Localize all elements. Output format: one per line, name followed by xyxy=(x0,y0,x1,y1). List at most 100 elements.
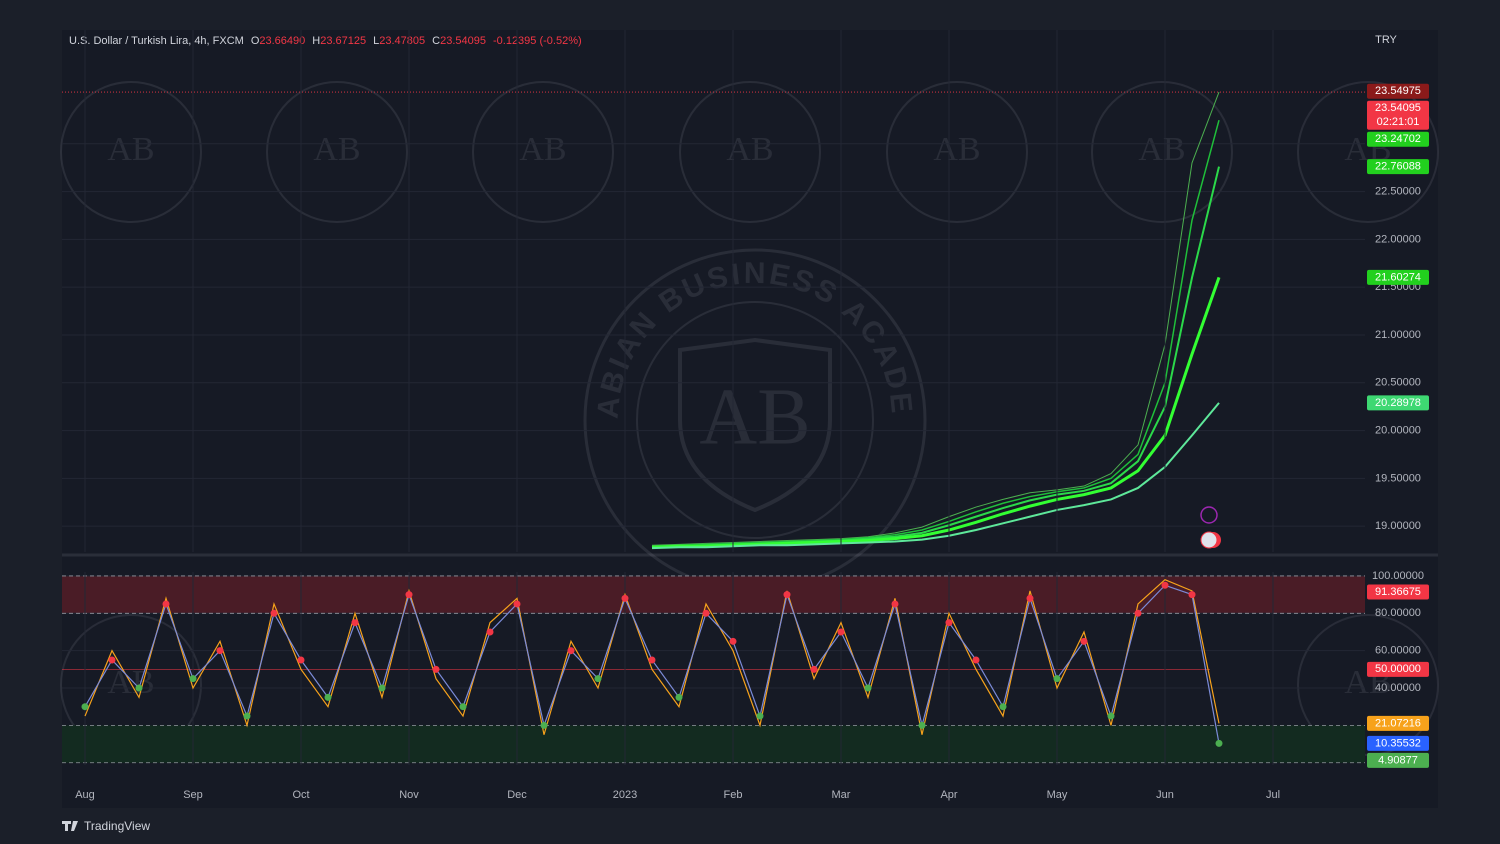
flag-icon[interactable] xyxy=(1200,531,1218,549)
axis-label: 22.76088 xyxy=(1375,161,1421,173)
symbol-header: U.S. Dollar / Turkish Lira, 4h, FXCM O23.… xyxy=(69,35,582,47)
axis-label-box xyxy=(1367,661,1429,677)
point-marker xyxy=(810,665,818,673)
axis-label-box xyxy=(1367,584,1429,600)
point-marker xyxy=(756,712,764,720)
point-marker xyxy=(540,721,548,729)
y-tick-label: 21.00000 xyxy=(1375,329,1421,341)
point-marker xyxy=(864,684,872,692)
axis-label-box xyxy=(1367,715,1429,731)
axis-label-box xyxy=(1367,735,1429,751)
watermark-ring xyxy=(636,301,874,539)
point-marker xyxy=(486,628,494,636)
change: -0.12395 (-0.52%) xyxy=(493,35,582,47)
point-marker xyxy=(135,684,143,692)
zone-band xyxy=(62,725,1365,763)
watermark-logo: AB xyxy=(519,131,566,168)
point-marker xyxy=(324,693,332,701)
watermark-logo: AB xyxy=(726,131,773,168)
point-marker xyxy=(891,600,899,608)
point-marker xyxy=(783,591,791,599)
x-tick-label: Jul xyxy=(1266,789,1280,801)
y-tick-label: 19.50000 xyxy=(1375,472,1421,484)
symbol: U.S. Dollar / Turkish Lira, 4h, FXCM xyxy=(69,35,244,47)
axis-label: 21.07216 xyxy=(1375,717,1421,729)
axis-label: 23.54975 xyxy=(1375,85,1421,97)
watermark-ring xyxy=(886,81,1028,223)
watermark-ring xyxy=(60,81,202,223)
point-marker xyxy=(513,600,521,608)
x-tick-label: Feb xyxy=(724,789,743,801)
axis-label: 91.36675 xyxy=(1375,586,1421,598)
axis-label-box xyxy=(1367,100,1429,130)
point-marker xyxy=(405,591,413,599)
event-icon[interactable] xyxy=(1200,506,1218,524)
ohlc-value: 23.67125 xyxy=(320,35,366,47)
y-tick-label: 100.00000 xyxy=(1372,570,1424,582)
y-tick-label: 40.00000 xyxy=(1375,682,1421,694)
axis-label-box xyxy=(1367,83,1429,99)
y-tick-label: 19.00000 xyxy=(1375,520,1421,532)
ohlc-value: 23.47805 xyxy=(379,35,425,47)
ohlc-key: C xyxy=(432,35,440,47)
watermark-logo: AB xyxy=(313,131,360,168)
y-tick-label: 22.00000 xyxy=(1375,233,1421,245)
point-marker xyxy=(1161,581,1169,589)
point-marker xyxy=(189,675,197,683)
point-marker xyxy=(918,721,926,729)
series-line xyxy=(84,578,1220,735)
series-line xyxy=(651,402,1220,550)
watermark-ring xyxy=(266,81,408,223)
x-tick-label: Sep xyxy=(183,789,203,801)
axis-label: 50.00000 xyxy=(1375,663,1421,675)
axis-label: 20.28978 xyxy=(1375,397,1421,409)
x-tick-label: Dec xyxy=(507,789,527,801)
watermark-ring xyxy=(679,81,821,223)
ohlc-key: H xyxy=(312,35,320,47)
point-marker xyxy=(729,637,737,645)
point-marker xyxy=(594,675,602,683)
axis-label: 21.60274 xyxy=(1375,271,1421,283)
point-marker xyxy=(621,594,629,602)
point-marker xyxy=(1188,591,1196,599)
brand: TradingView xyxy=(84,819,150,833)
axis-label-box xyxy=(1367,159,1429,175)
point-marker xyxy=(162,600,170,608)
ohlc-value: 23.54095 xyxy=(440,35,486,47)
point-marker xyxy=(972,656,980,664)
point-marker xyxy=(459,703,467,711)
axis-label: 4.90877 xyxy=(1378,754,1418,766)
point-marker xyxy=(675,693,683,701)
y-tick-label: 22.50000 xyxy=(1375,185,1421,197)
axis-label-box xyxy=(1367,395,1429,411)
watermark-ring xyxy=(472,81,614,223)
y-tick-label: 20.50000 xyxy=(1375,377,1421,389)
point-marker xyxy=(108,656,116,664)
x-tick-label: Jun xyxy=(1156,789,1174,801)
point-marker xyxy=(378,684,386,692)
series-line xyxy=(651,91,1220,546)
axis-label: 23.24702 xyxy=(1375,133,1421,145)
ohlc-key: L xyxy=(373,35,379,47)
point-marker xyxy=(1215,739,1223,747)
point-marker xyxy=(1107,712,1115,720)
point-marker xyxy=(702,609,710,617)
axis-label: 10.35532 xyxy=(1375,737,1421,749)
axis-label-box xyxy=(1367,269,1429,285)
brand-logo xyxy=(62,821,78,831)
axis-label: 23.54095 xyxy=(1375,102,1421,114)
axis-label-box xyxy=(1367,131,1429,147)
watermark-ring xyxy=(1091,81,1233,223)
point-marker xyxy=(945,619,953,627)
point-marker xyxy=(297,656,305,664)
x-tick-label: Apr xyxy=(940,789,957,801)
point-marker xyxy=(270,609,278,617)
watermark-ring xyxy=(1297,81,1439,223)
y-tick-label: 60.00000 xyxy=(1375,645,1421,657)
point-marker xyxy=(648,656,656,664)
point-marker xyxy=(1134,609,1142,617)
watermark-shield xyxy=(678,337,832,513)
point-marker xyxy=(216,647,224,655)
watermark-logo: AB xyxy=(699,373,810,461)
